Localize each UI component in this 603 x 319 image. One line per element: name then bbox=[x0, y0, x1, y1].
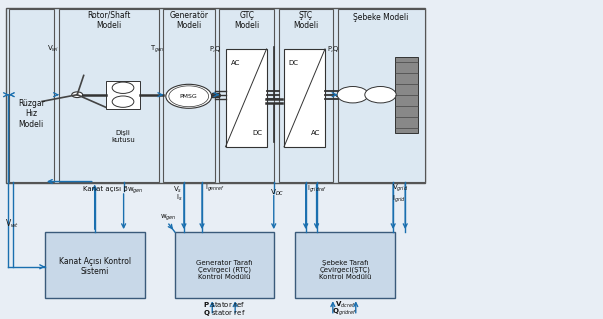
Circle shape bbox=[365, 86, 396, 103]
Text: $\mathbf{Q}$ stator ref: $\mathbf{Q}$ stator ref bbox=[203, 308, 245, 317]
Text: DC: DC bbox=[289, 60, 298, 66]
Circle shape bbox=[169, 86, 209, 107]
Bar bbox=[279, 10, 333, 182]
Text: AC: AC bbox=[311, 130, 320, 136]
Bar bbox=[6, 8, 425, 183]
Text: $\mathbf{Q}_{grid ref}$: $\mathbf{Q}_{grid ref}$ bbox=[332, 307, 358, 318]
Bar bbox=[395, 57, 418, 133]
Text: P,Q: P,Q bbox=[328, 46, 339, 52]
Bar bbox=[9, 10, 54, 182]
Text: Şebeke Tarafı
Çevirgeci(ŞTÇ)
Kontrol Modülü: Şebeke Tarafı Çevirgeci(ŞTÇ) Kontrol Mod… bbox=[318, 260, 371, 280]
Bar bbox=[338, 10, 425, 182]
Text: Kanat Açısı Kontrol
Sistemi: Kanat Açısı Kontrol Sistemi bbox=[58, 257, 131, 277]
Text: $\mathbf{P}$ stator ref: $\mathbf{P}$ stator ref bbox=[203, 300, 245, 309]
Circle shape bbox=[112, 82, 134, 93]
Text: PMSG: PMSG bbox=[180, 94, 198, 99]
Text: Dişli
kutusu: Dişli kutusu bbox=[111, 130, 135, 143]
Text: V$_{wi}$: V$_{wi}$ bbox=[47, 44, 59, 54]
Circle shape bbox=[72, 92, 83, 98]
Text: V$_s$: V$_s$ bbox=[174, 184, 183, 195]
Text: I$_{grid}$: I$_{grid}$ bbox=[392, 193, 406, 205]
Text: Generatör
Modeli: Generatör Modeli bbox=[169, 11, 208, 30]
Bar bbox=[295, 232, 395, 298]
Text: DC: DC bbox=[252, 130, 262, 136]
Bar bbox=[106, 80, 140, 109]
Text: Rotor/Shaft
Modeli: Rotor/Shaft Modeli bbox=[87, 11, 130, 30]
Bar bbox=[59, 10, 159, 182]
Circle shape bbox=[337, 86, 368, 103]
Text: ŞTÇ
Modeli: ŞTÇ Modeli bbox=[293, 11, 318, 30]
Text: AC: AC bbox=[230, 60, 240, 66]
Text: $\mathbf{V}_{dc ref}$: $\mathbf{V}_{dc ref}$ bbox=[335, 300, 355, 310]
Text: Şebeke Modeli: Şebeke Modeli bbox=[353, 13, 409, 22]
Text: T$_{gen}$: T$_{gen}$ bbox=[150, 43, 165, 55]
Text: Generator Tarafı
Çevirgeci (RTÇ)
Kontrol Modülü: Generator Tarafı Çevirgeci (RTÇ) Kontrol… bbox=[196, 260, 253, 280]
Text: I$_s$: I$_s$ bbox=[176, 193, 183, 203]
Bar bbox=[163, 10, 215, 182]
Bar bbox=[45, 232, 145, 298]
Bar bbox=[284, 49, 325, 147]
Text: GTÇ
Modeli: GTÇ Modeli bbox=[234, 11, 259, 30]
Bar bbox=[226, 49, 267, 147]
Text: V$_{grid}$: V$_{grid}$ bbox=[392, 183, 408, 194]
Circle shape bbox=[166, 84, 212, 108]
Text: w$_{gen}$: w$_{gen}$ bbox=[127, 186, 144, 196]
Text: Rüzgar
Hız
Modeli: Rüzgar Hız Modeli bbox=[18, 99, 45, 129]
Text: I$_{grid ref}$: I$_{grid ref}$ bbox=[306, 184, 327, 195]
Bar bbox=[175, 232, 274, 298]
Bar bbox=[219, 10, 274, 182]
Text: w$_{gen}$: w$_{gen}$ bbox=[160, 212, 177, 223]
Text: V$_{DC}$: V$_{DC}$ bbox=[270, 188, 285, 198]
Text: I$_{gen ref}$: I$_{gen ref}$ bbox=[205, 182, 225, 194]
Circle shape bbox=[112, 96, 134, 107]
Text: V$_{wt}$: V$_{wt}$ bbox=[5, 218, 19, 230]
Text: Kanat açısı β: Kanat açısı β bbox=[83, 186, 128, 192]
Text: P,Q: P,Q bbox=[209, 46, 220, 52]
